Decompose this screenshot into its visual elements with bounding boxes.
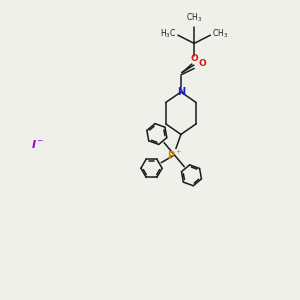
Text: O: O <box>198 59 206 68</box>
Text: O: O <box>190 54 198 63</box>
Text: N: N <box>177 87 185 97</box>
Text: H$_3$C: H$_3$C <box>160 28 176 40</box>
Text: I$^-$: I$^-$ <box>32 138 45 150</box>
Text: P$^+$: P$^+$ <box>167 148 182 162</box>
Text: CH$_3$: CH$_3$ <box>186 12 202 24</box>
Text: CH$_3$: CH$_3$ <box>212 28 229 40</box>
